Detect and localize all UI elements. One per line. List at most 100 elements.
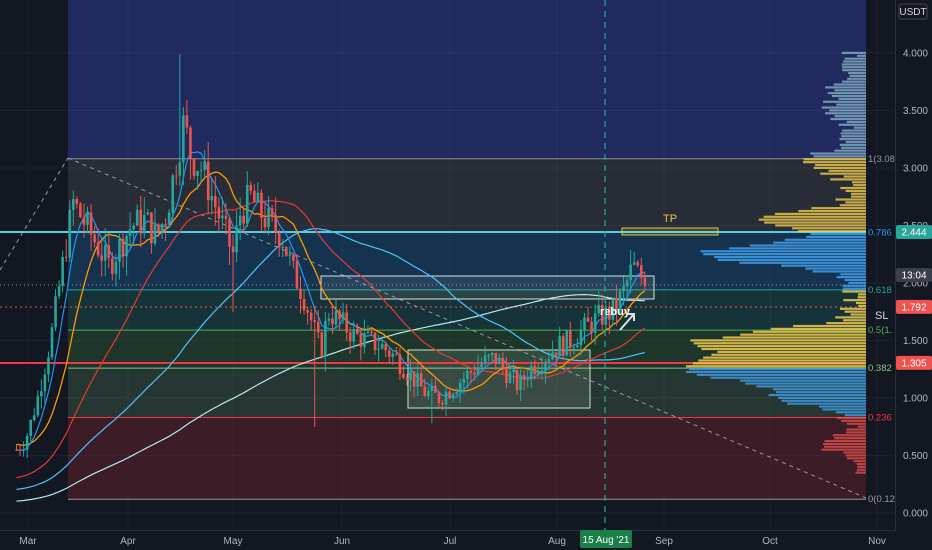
candle-body[interactable] [274,214,277,233]
candle-body[interactable] [217,207,221,219]
candle-body[interactable] [135,209,139,226]
candle-body[interactable] [444,391,448,405]
candle-body[interactable] [405,377,409,381]
candle-body[interactable] [277,232,281,248]
candle-body[interactable] [192,159,196,176]
candle-body[interactable] [579,330,583,346]
candle-body[interactable] [416,373,419,387]
candle-body[interactable] [625,280,629,287]
candle-body[interactable] [437,392,441,404]
candle-body[interactable] [632,262,636,265]
candle-body[interactable] [25,436,29,450]
candle-body[interactable] [32,415,36,420]
candle-body[interactable] [384,343,387,351]
candle-body[interactable] [182,115,185,163]
candle-body[interactable] [412,371,416,387]
candle-body[interactable] [448,391,451,399]
candle-body[interactable] [18,449,22,451]
candle-body[interactable] [75,199,79,204]
candle-body[interactable] [554,352,558,356]
candle-body[interactable] [40,391,43,397]
candle-body[interactable] [153,224,157,244]
candle-body[interactable] [483,355,487,364]
candle-body[interactable] [576,345,579,348]
candle-body[interactable] [490,352,494,356]
candle-body[interactable] [611,298,615,320]
candle-body[interactable] [458,382,462,393]
candle-body[interactable] [249,184,253,191]
candle-body[interactable] [68,209,72,258]
trendline-up[interactable] [0,157,69,271]
candle-body[interactable] [569,329,572,348]
candle-body[interactable] [86,212,89,225]
candle-body[interactable] [501,358,505,368]
candle-body[interactable] [47,357,50,375]
candle-body[interactable] [324,320,327,357]
candle-body[interactable] [150,212,153,244]
candle-body[interactable] [64,256,68,258]
candle-body[interactable] [615,298,618,310]
candle-body[interactable] [61,256,64,286]
candle-body[interactable] [597,305,600,314]
candle-body[interactable] [235,225,238,253]
candlesticks[interactable] [15,54,647,458]
candle-body[interactable] [498,358,501,364]
candle-body[interactable] [586,317,590,322]
candle-body[interactable] [22,449,25,451]
candle-body[interactable] [352,329,356,342]
candle-body[interactable] [533,365,537,375]
candle-body[interactable] [313,320,316,322]
candle-body[interactable] [36,396,40,416]
candle-body[interactable] [455,392,458,395]
candle-body[interactable] [29,419,32,437]
candle-body[interactable] [203,161,206,170]
candle-body[interactable] [302,299,306,311]
candle-body[interactable] [593,313,597,333]
candle-body[interactable] [377,348,380,350]
candle-body[interactable] [270,208,274,215]
candle-body[interactable] [519,375,522,391]
candle-body[interactable] [583,317,586,331]
candle-body[interactable] [82,217,86,225]
candle-body[interactable] [100,255,103,261]
candle-body[interactable] [476,366,480,375]
candle-body[interactable] [480,363,483,367]
candle-body[interactable] [338,310,341,320]
candle-body[interactable] [462,378,466,383]
candle-body[interactable] [540,370,544,372]
candle-body[interactable] [228,218,231,247]
candle-body[interactable] [15,449,18,451]
candle-body[interactable] [640,265,643,278]
candle-body[interactable] [544,361,547,371]
candle-body[interactable] [214,196,217,208]
candle-body[interactable] [370,331,373,333]
candle-body[interactable] [526,379,529,381]
fib-retracement[interactable] [68,158,866,500]
candle-body[interactable] [210,196,214,201]
candle-body[interactable] [366,331,370,334]
candle-body[interactable] [125,236,128,257]
time-axis[interactable]: Mar Apr May Jun Jul Aug Sep Oct Nov [19,536,886,547]
candle-body[interactable] [309,312,313,321]
candle-body[interactable] [434,385,437,393]
candle-body[interactable] [199,169,203,172]
candle-body[interactable] [622,286,625,292]
candle-body[interactable] [89,212,93,235]
candle-body[interactable] [107,245,111,258]
candle-body[interactable] [395,353,398,355]
candle-body[interactable] [132,225,135,230]
candle-body[interactable] [245,184,249,224]
candle-body[interactable] [206,161,210,201]
candle-body[interactable] [505,367,508,383]
candle-body[interactable] [54,296,57,328]
candle-body[interactable] [57,285,61,297]
candle-body[interactable] [402,373,405,378]
candle-body[interactable] [93,234,96,243]
candle-body[interactable] [558,336,561,356]
candle-body[interactable] [441,403,444,405]
candle-body[interactable] [561,336,565,356]
candle-body[interactable] [636,262,640,266]
candle-body[interactable] [629,264,632,281]
candle-body[interactable] [537,371,540,375]
